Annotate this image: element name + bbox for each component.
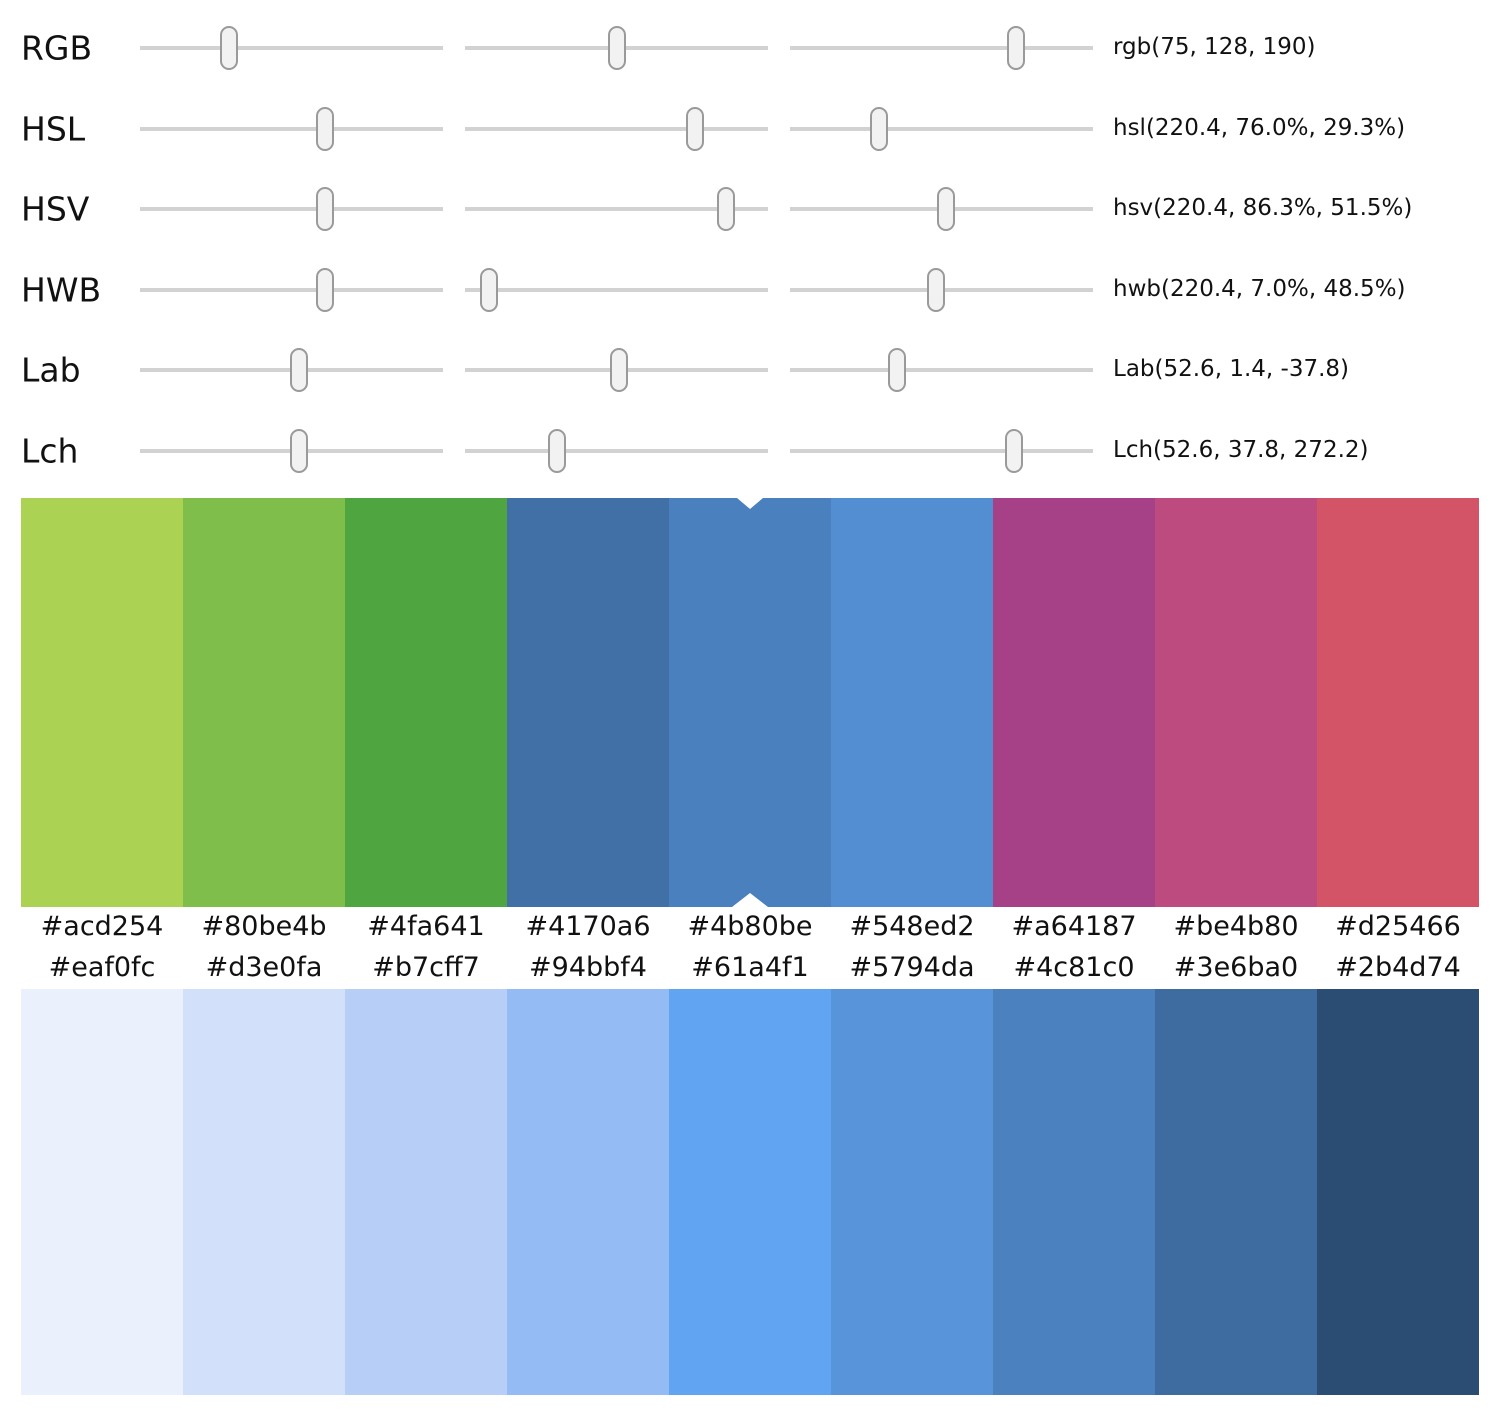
luminance-palette <box>21 989 1479 1395</box>
slider-track-lch-3[interactable] <box>790 429 1093 473</box>
hex-label-hue-7: #be4b80 <box>1173 910 1299 942</box>
luminance-palette-hex-labels: #eaf0fc #d3e0fa #b7cff7 #94bbf4 #61a4f1 #5794… <box>21 945 1479 989</box>
slider-value-lch: Lch(52.6, 37.8, 272.2) <box>1113 437 1369 464</box>
slider-track-rgb-1[interactable] <box>140 26 443 70</box>
slider-value-lab: Lab(52.6, 1.4, -37.8) <box>1113 356 1349 383</box>
selected-swatch-caret-bottom-icon <box>732 893 768 907</box>
swatch-hue-3[interactable] <box>507 498 669 907</box>
swatch-luminance-4[interactable] <box>669 989 831 1395</box>
slider-row-label-lch: Lch <box>21 431 79 471</box>
swatch-hue-0[interactable] <box>21 498 183 907</box>
swatch-hue-8[interactable] <box>1317 498 1479 907</box>
hex-label-luminance-2: #b7cff7 <box>372 951 480 983</box>
hex-label-luminance-8: #2b4d74 <box>1335 951 1461 983</box>
slider-thumb-hwb-1[interactable] <box>315 268 334 312</box>
swatch-hue-6[interactable] <box>993 498 1155 907</box>
swatch-luminance-6[interactable] <box>993 989 1155 1395</box>
hex-label-hue-2: #4fa641 <box>367 910 485 942</box>
slider-thumb-lab-2[interactable] <box>609 348 628 392</box>
slider-thumb-lch-2[interactable] <box>547 429 566 473</box>
hex-label-hue-8: #d25466 <box>1335 910 1461 942</box>
hue-palette-hex-labels: #acd254 #80be4b #4fa641 #4170a6 #4b80be #548e… <box>21 907 1479 945</box>
hex-label-luminance-7: #3e6ba0 <box>1173 951 1299 983</box>
slider-row-hsv: HSV hsv(220.4, 86.3%, 51.5%) <box>0 173 1501 245</box>
slider-thumb-hsl-2[interactable] <box>686 107 705 151</box>
slider-row-rgb: RGB rgb(75, 128, 190) <box>0 12 1501 84</box>
swatch-luminance-2[interactable] <box>345 989 507 1395</box>
slider-value-rgb: rgb(75, 128, 190) <box>1113 34 1316 61</box>
swatch-hue-5[interactable] <box>831 498 993 907</box>
slider-thumb-lab-1[interactable] <box>290 348 309 392</box>
slider-track-hwb-1[interactable] <box>140 268 443 312</box>
slider-track-rgb-3[interactable] <box>790 26 1093 70</box>
slider-track-hsl-2[interactable] <box>465 107 768 151</box>
slider-track-lab-1[interactable] <box>140 348 443 392</box>
slider-track-lch-1[interactable] <box>140 429 443 473</box>
slider-row-lab: Lab Lab(52.6, 1.4, -37.8) <box>0 334 1501 406</box>
slider-track-hwb-3[interactable] <box>790 268 1093 312</box>
slider-thumb-lch-3[interactable] <box>1005 429 1024 473</box>
hue-palette <box>21 498 1479 907</box>
slider-thumb-hsv-1[interactable] <box>315 187 334 231</box>
hex-label-hue-5: #548ed2 <box>849 910 975 942</box>
slider-thumb-hwb-3[interactable] <box>927 268 946 312</box>
hex-label-luminance-0: #eaf0fc <box>48 951 156 983</box>
slider-thumb-hsl-1[interactable] <box>315 107 334 151</box>
swatch-luminance-3[interactable] <box>507 989 669 1395</box>
slider-row-hwb: HWB hwb(220.4, 7.0%, 48.5%) <box>0 254 1501 326</box>
slider-track-hsv-1[interactable] <box>140 187 443 231</box>
slider-row-label-hsv: HSV <box>21 189 90 229</box>
slider-row-label-rgb: RGB <box>21 28 93 68</box>
slider-track-rgb-2[interactable] <box>465 26 768 70</box>
slider-thumb-hsv-3[interactable] <box>937 187 956 231</box>
slider-row-label-lab: Lab <box>21 350 81 390</box>
slider-thumb-hwb-2[interactable] <box>479 268 498 312</box>
swatch-hue-4[interactable] <box>669 498 831 907</box>
swatch-hue-1[interactable] <box>183 498 345 907</box>
swatch-hue-2[interactable] <box>345 498 507 907</box>
slider-thumb-rgb-3[interactable] <box>1006 26 1025 70</box>
swatch-luminance-5[interactable] <box>831 989 993 1395</box>
hex-label-luminance-3: #94bbf4 <box>529 951 647 983</box>
slider-value-hsl: hsl(220.4, 76.0%, 29.3%) <box>1113 115 1406 142</box>
slider-value-hsv: hsv(220.4, 86.3%, 51.5%) <box>1113 195 1413 222</box>
slider-thumb-rgb-1[interactable] <box>220 26 239 70</box>
swatch-luminance-8[interactable] <box>1317 989 1479 1395</box>
swatch-luminance-7[interactable] <box>1155 989 1317 1395</box>
slider-track-hsv-3[interactable] <box>790 187 1093 231</box>
slider-track-hwb-2[interactable] <box>465 268 768 312</box>
hex-label-hue-0: #acd254 <box>40 910 164 942</box>
slider-track-lab-2[interactable] <box>465 348 768 392</box>
slider-track-hsl-3[interactable] <box>790 107 1093 151</box>
slider-thumb-rgb-2[interactable] <box>608 26 627 70</box>
slider-row-label-hsl: HSL <box>21 109 86 149</box>
slider-thumb-lab-3[interactable] <box>888 348 907 392</box>
hex-label-luminance-1: #d3e0fa <box>205 951 323 983</box>
slider-thumb-lch-1[interactable] <box>290 429 309 473</box>
slider-row-lch: Lch Lch(52.6, 37.8, 272.2) <box>0 415 1501 487</box>
color-sliders-panel: RGB rgb(75, 128, 190) HSL hsl(220.4, 76.0%,… <box>0 0 1501 492</box>
slider-value-hwb: hwb(220.4, 7.0%, 48.5%) <box>1113 276 1406 303</box>
hex-label-hue-4: #4b80be <box>687 910 813 942</box>
swatch-luminance-1[interactable] <box>183 989 345 1395</box>
slider-track-lch-2[interactable] <box>465 429 768 473</box>
slider-track-hsl-1[interactable] <box>140 107 443 151</box>
slider-thumb-hsv-2[interactable] <box>717 187 736 231</box>
slider-track-lab-3[interactable] <box>790 348 1093 392</box>
slider-row-hsl: HSL hsl(220.4, 76.0%, 29.3%) <box>0 93 1501 165</box>
hex-label-luminance-6: #4c81c0 <box>1013 951 1135 983</box>
slider-thumb-hsl-3[interactable] <box>869 107 888 151</box>
hex-label-hue-1: #80be4b <box>201 910 327 942</box>
swatch-luminance-0[interactable] <box>21 989 183 1395</box>
swatch-hue-7[interactable] <box>1155 498 1317 907</box>
slider-track-hsv-2[interactable] <box>465 187 768 231</box>
selected-swatch-caret-top-icon <box>737 498 763 509</box>
hex-label-hue-6: #a64187 <box>1011 910 1137 942</box>
slider-row-label-hwb: HWB <box>21 270 102 310</box>
hex-label-luminance-5: #5794da <box>849 951 975 983</box>
hex-label-hue-3: #4170a6 <box>525 910 651 942</box>
hex-label-luminance-4: #61a4f1 <box>691 951 809 983</box>
